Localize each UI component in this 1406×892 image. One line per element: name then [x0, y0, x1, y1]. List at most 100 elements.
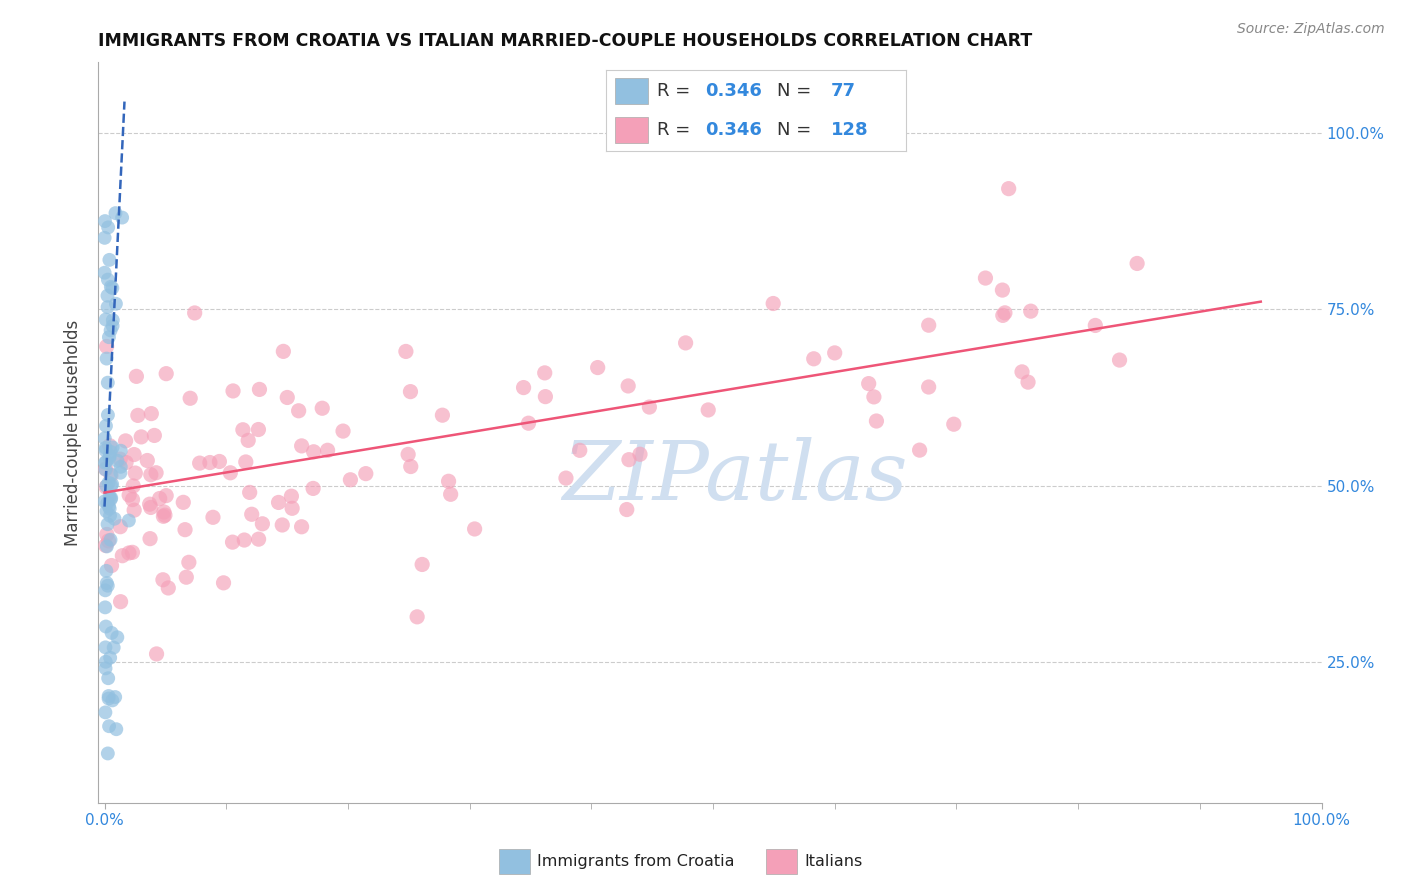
Point — [280, 489, 302, 503]
Point — [917, 380, 939, 394]
Point — [141, 407, 163, 421]
Point — [762, 296, 785, 310]
Point — [232, 423, 254, 437]
Point — [908, 443, 931, 458]
Point — [568, 443, 591, 458]
Point — [98, 490, 121, 504]
Point — [104, 297, 127, 311]
Point — [675, 335, 697, 350]
Point — [100, 445, 122, 459]
Point — [98, 449, 121, 463]
Point — [104, 206, 127, 220]
Point — [118, 514, 141, 528]
Point — [107, 454, 129, 468]
Point — [918, 318, 941, 333]
Point — [96, 289, 118, 303]
Point — [616, 502, 638, 516]
Point — [176, 570, 198, 584]
Point — [1108, 353, 1130, 368]
Point — [555, 471, 578, 485]
Point — [201, 510, 224, 524]
Point — [105, 722, 128, 736]
Point — [115, 455, 138, 469]
Point — [121, 492, 143, 507]
Point — [97, 533, 120, 548]
Point — [96, 479, 118, 493]
Point — [235, 455, 257, 469]
Point — [440, 487, 463, 501]
Point — [267, 495, 290, 509]
Point — [110, 519, 132, 533]
Point — [103, 512, 125, 526]
Point — [287, 404, 309, 418]
Point — [153, 508, 176, 523]
Point — [339, 473, 361, 487]
Point — [221, 535, 243, 549]
Point — [138, 497, 160, 511]
Point — [997, 181, 1019, 195]
Point — [98, 508, 121, 523]
Point — [942, 417, 965, 432]
Point — [110, 595, 132, 609]
Point — [183, 306, 205, 320]
Point — [586, 360, 609, 375]
Point — [105, 630, 128, 644]
Point — [411, 558, 433, 572]
Point — [396, 447, 419, 461]
Point — [110, 466, 132, 480]
Point — [97, 408, 120, 422]
Point — [222, 384, 245, 398]
Point — [101, 281, 124, 295]
Point — [96, 351, 118, 366]
Point — [188, 456, 211, 470]
Point — [94, 539, 117, 553]
Point — [94, 312, 117, 326]
Point — [97, 330, 120, 344]
Point — [512, 381, 534, 395]
Point — [93, 494, 115, 508]
Point — [97, 500, 120, 514]
Point — [98, 719, 121, 733]
Point — [101, 318, 124, 333]
Point — [464, 522, 486, 536]
Text: ZIPatlas: ZIPatlas — [562, 437, 907, 517]
Point — [114, 434, 136, 448]
Point — [96, 455, 118, 469]
Point — [517, 416, 540, 430]
Point — [101, 477, 124, 491]
Point — [94, 462, 117, 476]
Point — [249, 383, 271, 397]
Point — [302, 444, 325, 458]
Point — [97, 517, 120, 532]
Point — [824, 346, 846, 360]
Point — [155, 367, 177, 381]
Point — [100, 467, 122, 482]
Point — [97, 671, 120, 685]
Point — [98, 252, 121, 267]
Point — [93, 266, 115, 280]
Point — [143, 428, 166, 442]
Point — [311, 401, 333, 416]
Point — [437, 475, 460, 489]
Point — [100, 491, 122, 505]
Point — [101, 693, 124, 707]
Point — [94, 600, 117, 615]
Point — [858, 376, 880, 391]
Point — [179, 391, 201, 405]
Point — [94, 456, 117, 470]
Point — [121, 545, 143, 559]
Point — [100, 468, 122, 483]
Point — [98, 501, 121, 516]
Point — [533, 366, 555, 380]
Point — [97, 220, 120, 235]
Point — [534, 390, 557, 404]
Point — [96, 540, 118, 554]
Point — [281, 501, 304, 516]
Point — [291, 439, 314, 453]
Point — [129, 430, 152, 444]
Point — [145, 647, 167, 661]
Point — [399, 384, 422, 399]
Point — [399, 459, 422, 474]
Point — [174, 523, 197, 537]
Point — [149, 491, 172, 506]
